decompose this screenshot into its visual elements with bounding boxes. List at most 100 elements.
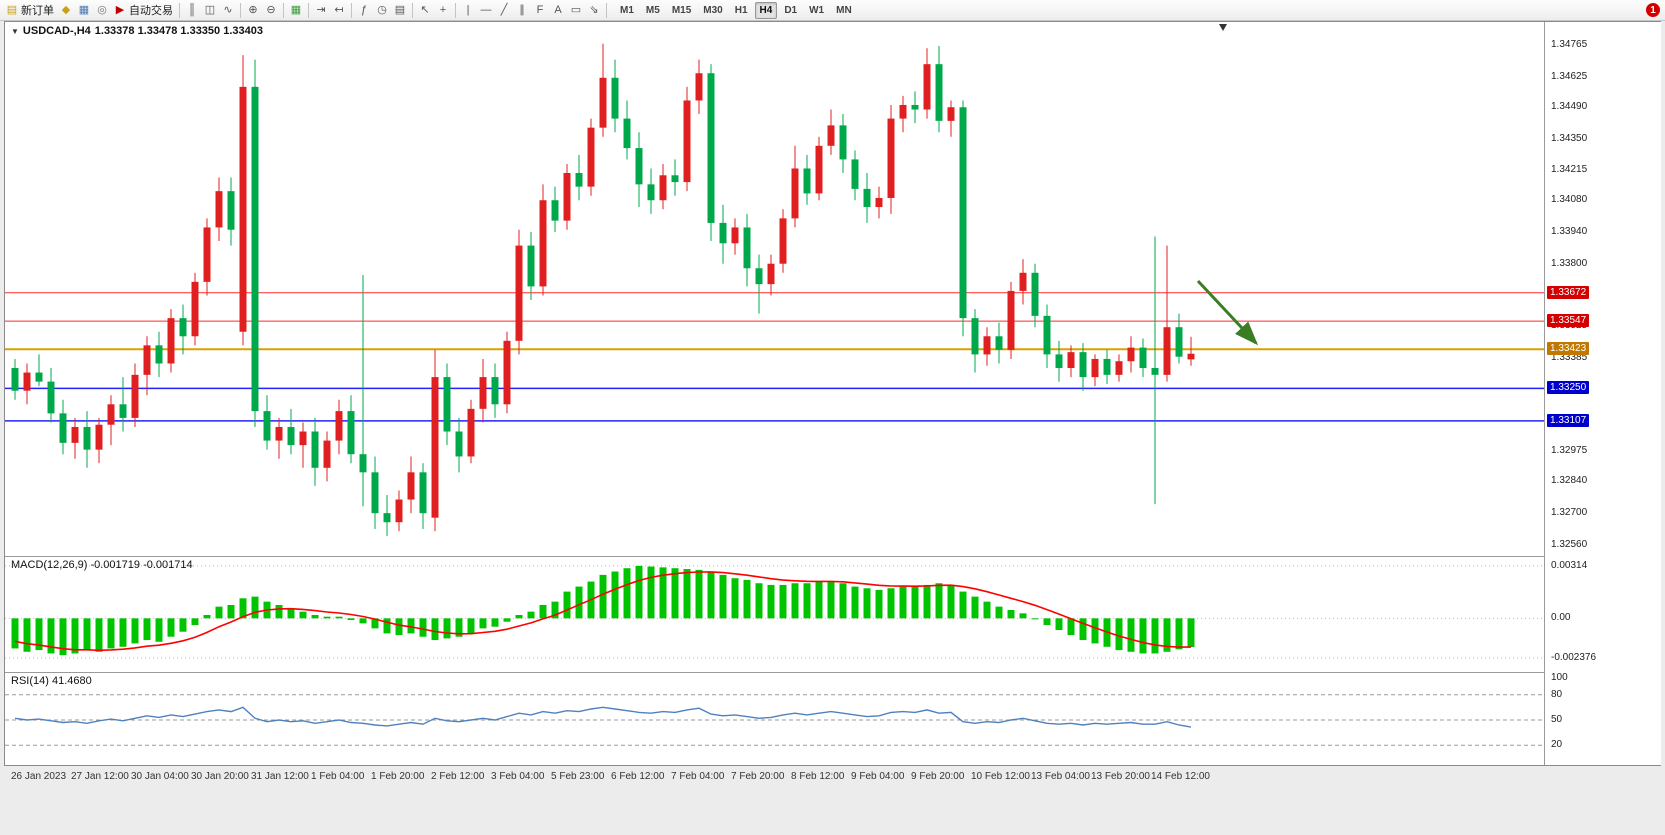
macd-histogram-bar <box>83 618 91 651</box>
macd-signal-line <box>14 571 1191 652</box>
time-axis[interactable]: 26 Jan 2023 27 Jan 12:00 30 Jan 04:00 30 Ja… <box>4 767 1661 789</box>
chart-symbol-label: USDCAD-,H4 <box>22 25 91 37</box>
candle-body <box>491 377 499 405</box>
candle-body <box>503 340 511 405</box>
chart-shift-button[interactable]: ↤ <box>330 2 348 18</box>
candle-body <box>635 148 643 185</box>
line-chart-button[interactable]: ∿ <box>219 2 237 18</box>
candle-body <box>587 127 595 187</box>
candle-body <box>479 377 487 409</box>
candle-body <box>347 411 355 455</box>
main-chart-canvas[interactable] <box>5 22 1544 556</box>
timeframe-h1[interactable]: H1 <box>734 4 748 16</box>
candle-body <box>419 472 427 514</box>
macd-panel-separator <box>5 556 1544 557</box>
label-button[interactable]: ▭ <box>567 2 585 18</box>
chart-collapse-icon[interactable]: ▼ <box>11 26 19 36</box>
time-axis-label: 8 Feb 12:00 <box>791 771 845 782</box>
candle-body <box>227 191 235 230</box>
macd-histogram-bar <box>215 606 223 619</box>
auto-scroll-button[interactable]: ⇥ <box>312 2 330 18</box>
macd-histogram-bar <box>119 618 127 647</box>
macd-histogram-bar <box>635 565 643 619</box>
zoom-in-button[interactable]: ⊕ <box>244 2 262 18</box>
candle-body <box>383 513 391 523</box>
periods-button[interactable]: ◷ <box>373 2 391 18</box>
market-watch-button[interactable]: ▦ <box>75 2 93 18</box>
charts-button[interactable]: ◆ <box>57 2 75 18</box>
candle-body <box>311 431 319 468</box>
candle-body <box>563 173 571 221</box>
candle-body <box>71 426 79 443</box>
chart-window[interactable]: ▼ USDCAD-,H4 1.33378 1.33478 1.33350 1.3… <box>4 21 1661 766</box>
cursor-button[interactable]: ↖ <box>416 2 434 18</box>
toolbar-separator <box>179 2 180 18</box>
new-order-button[interactable]: ▤ 新订单 <box>3 1 57 19</box>
text-button[interactable]: A <box>549 2 567 18</box>
channel-button[interactable]: ∥ <box>513 2 531 18</box>
macd-canvas[interactable] <box>5 557 1544 672</box>
cursor-icon: ↖ <box>420 4 430 16</box>
timeframe-mn[interactable]: MN <box>836 4 852 16</box>
indicators-button[interactable]: ƒ <box>355 2 373 18</box>
candle-body <box>155 345 163 364</box>
chart-title: ▼ USDCAD-,H4 1.33378 1.33478 1.33350 1.3… <box>11 25 263 37</box>
macd-histogram-bar <box>443 618 451 639</box>
candle-body <box>287 426 295 446</box>
candle-body <box>839 125 847 160</box>
data-window-button[interactable]: ◎ <box>93 2 111 18</box>
candle-body <box>695 73 703 101</box>
candle-body <box>143 345 151 375</box>
notification-badge[interactable]: 1 <box>1646 3 1660 17</box>
candle-body <box>1043 315 1051 355</box>
auto-trading-button[interactable]: ▶ 自动交易 <box>111 1 176 19</box>
arrows-button[interactable]: ⇘ <box>585 2 603 18</box>
macd-histogram-bar <box>275 604 283 619</box>
candle-body <box>455 431 463 457</box>
candle-body <box>107 404 115 425</box>
macd-histogram-bar <box>1139 618 1147 654</box>
chart-ohlc-values: 1.33378 1.33478 1.33350 1.33403 <box>94 25 263 37</box>
macd-histogram-bar <box>239 598 247 619</box>
candle-body <box>923 64 931 110</box>
price-axis[interactable]: 1.34765 1.34625 1.34490 1.34350 1.34215 1.340… <box>1544 22 1661 765</box>
rsi-line <box>14 706 1192 728</box>
horizontal-line-button[interactable]: — <box>477 2 495 18</box>
trendline-button[interactable]: ╱ <box>495 2 513 18</box>
candlestick-chart-icon: ◫ <box>204 4 216 16</box>
candle-body <box>947 107 955 121</box>
macd-histogram-bar <box>1091 618 1099 644</box>
crosshair-button[interactable]: + <box>434 2 452 18</box>
templates-button[interactable]: ▤ <box>391 2 409 18</box>
candle-body <box>1031 272 1039 316</box>
timeframe-m1[interactable]: M1 <box>620 4 634 16</box>
trendline-icon: ╱ <box>500 4 508 16</box>
zoom-out-button[interactable]: ⊖ <box>262 2 280 18</box>
text-icon: A <box>554 4 562 16</box>
price-tick: 1.34490 <box>1551 101 1588 113</box>
rsi-canvas[interactable] <box>5 673 1544 765</box>
timeframe-m15[interactable]: M15 <box>671 4 692 16</box>
trend-arrow-annotation[interactable] <box>1196 279 1259 346</box>
macd-histogram-bar <box>227 604 235 619</box>
candle-body <box>431 377 439 518</box>
candle-body <box>371 472 379 514</box>
price-tag-1.33423: 1.33423 <box>1547 342 1590 356</box>
timeframe-w1[interactable]: W1 <box>809 4 825 16</box>
timeframe-h4[interactable]: H4 <box>754 1 778 19</box>
timeframe-m30[interactable]: M30 <box>703 4 723 16</box>
vertical-line-button[interactable]: | <box>459 2 477 18</box>
bar-chart-button[interactable]: ║ <box>183 2 201 18</box>
price-tick: 1.33940 <box>1551 225 1588 237</box>
indicators-icon: ƒ <box>360 4 368 16</box>
timeframe-d1[interactable]: D1 <box>784 4 798 16</box>
fibonacci-button[interactable]: F <box>531 2 549 18</box>
price-tag-1.33107: 1.33107 <box>1547 413 1590 427</box>
candle-body <box>971 318 979 355</box>
time-axis-label: 6 Feb 12:00 <box>611 771 665 782</box>
candlestick-chart-button[interactable]: ◫ <box>201 2 219 18</box>
macd-histogram-bar <box>551 601 559 619</box>
timeframe-m5[interactable]: M5 <box>645 4 660 16</box>
tile-windows-button[interactable]: ▦ <box>287 2 305 18</box>
time-axis-label: 13 Feb 20:00 <box>1091 771 1150 782</box>
